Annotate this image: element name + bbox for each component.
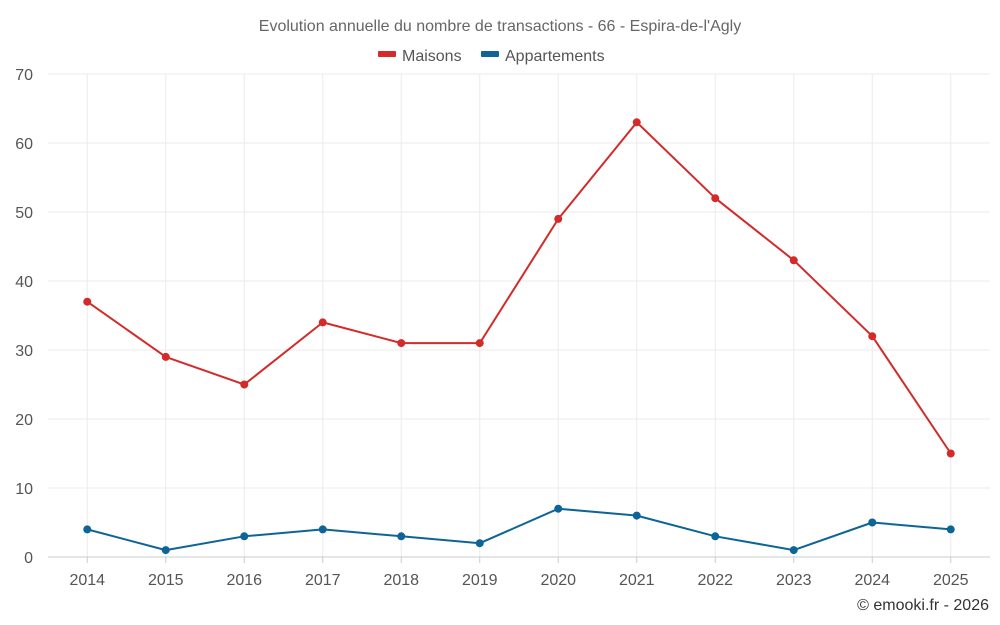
- data-point[interactable]: [946, 449, 955, 458]
- data-point[interactable]: [397, 532, 406, 541]
- data-point[interactable]: [789, 546, 798, 555]
- data-point[interactable]: [554, 214, 563, 223]
- legend-swatch: [481, 51, 499, 57]
- credit-text: © emooki.fr - 2026: [857, 597, 989, 614]
- axes: 0 10 20 30 40 50 60 70 2014 2015 2016 2017 2018 2019 2…: [15, 67, 990, 589]
- x-tick-label: 2019: [462, 572, 498, 589]
- x-tick-label: 2014: [69, 572, 105, 589]
- data-point[interactable]: [711, 194, 720, 203]
- chart-title: Evolution annuelle du nombre de transact…: [259, 18, 741, 35]
- x-tick-label: 2023: [776, 572, 812, 589]
- data-point[interactable]: [161, 546, 170, 555]
- x-tick-label: 2024: [854, 572, 890, 589]
- y-tick-label: 10: [15, 481, 33, 498]
- x-tick-label: 2020: [540, 572, 576, 589]
- x-tick-label: 2015: [148, 572, 184, 589]
- data-point[interactable]: [868, 332, 877, 341]
- data-point[interactable]: [632, 118, 641, 127]
- y-tick-label: 50: [15, 205, 33, 222]
- x-tick-label: 2018: [383, 572, 419, 589]
- x-tick-label: 2016: [226, 572, 262, 589]
- data-point[interactable]: [554, 504, 563, 513]
- y-tick-label: 0: [24, 550, 33, 567]
- data-point[interactable]: [161, 352, 170, 361]
- y-tick-label: 40: [15, 274, 33, 291]
- data-point[interactable]: [83, 525, 92, 534]
- data-point[interactable]: [632, 511, 641, 520]
- data-point[interactable]: [318, 525, 327, 534]
- series-maisons: [83, 118, 955, 458]
- x-tick-label: 2017: [305, 572, 341, 589]
- data-point[interactable]: [397, 339, 406, 348]
- data-point[interactable]: [868, 518, 877, 527]
- data-point[interactable]: [318, 318, 327, 327]
- data-point[interactable]: [711, 532, 720, 541]
- data-point[interactable]: [475, 539, 484, 548]
- x-tick-label: 2022: [697, 572, 733, 589]
- data-point[interactable]: [946, 525, 955, 534]
- data-point[interactable]: [475, 339, 484, 348]
- series-line: [86, 121, 952, 455]
- series-appartements: [83, 504, 955, 555]
- legend: Maisons Appartements: [378, 48, 605, 65]
- x-tick-label: 2025: [933, 572, 969, 589]
- data-point[interactable]: [789, 256, 798, 265]
- series-line: [87, 507, 951, 552]
- legend-swatch: [378, 51, 396, 57]
- data-point[interactable]: [83, 297, 92, 306]
- legend-label: Maisons: [402, 48, 462, 65]
- data-point[interactable]: [240, 532, 249, 541]
- grid: [48, 73, 990, 557]
- data-point[interactable]: [240, 380, 249, 389]
- legend-item-maisons[interactable]: Maisons: [378, 48, 462, 65]
- y-tick-label: 60: [15, 136, 33, 153]
- legend-label: Appartements: [505, 48, 605, 65]
- y-tick-label: 20: [15, 412, 33, 429]
- y-tick-label: 30: [15, 343, 33, 360]
- y-tick-label: 70: [15, 67, 33, 84]
- x-tick-label: 2021: [619, 572, 655, 589]
- series: [83, 118, 955, 555]
- legend-item-appartements[interactable]: Appartements: [481, 48, 605, 65]
